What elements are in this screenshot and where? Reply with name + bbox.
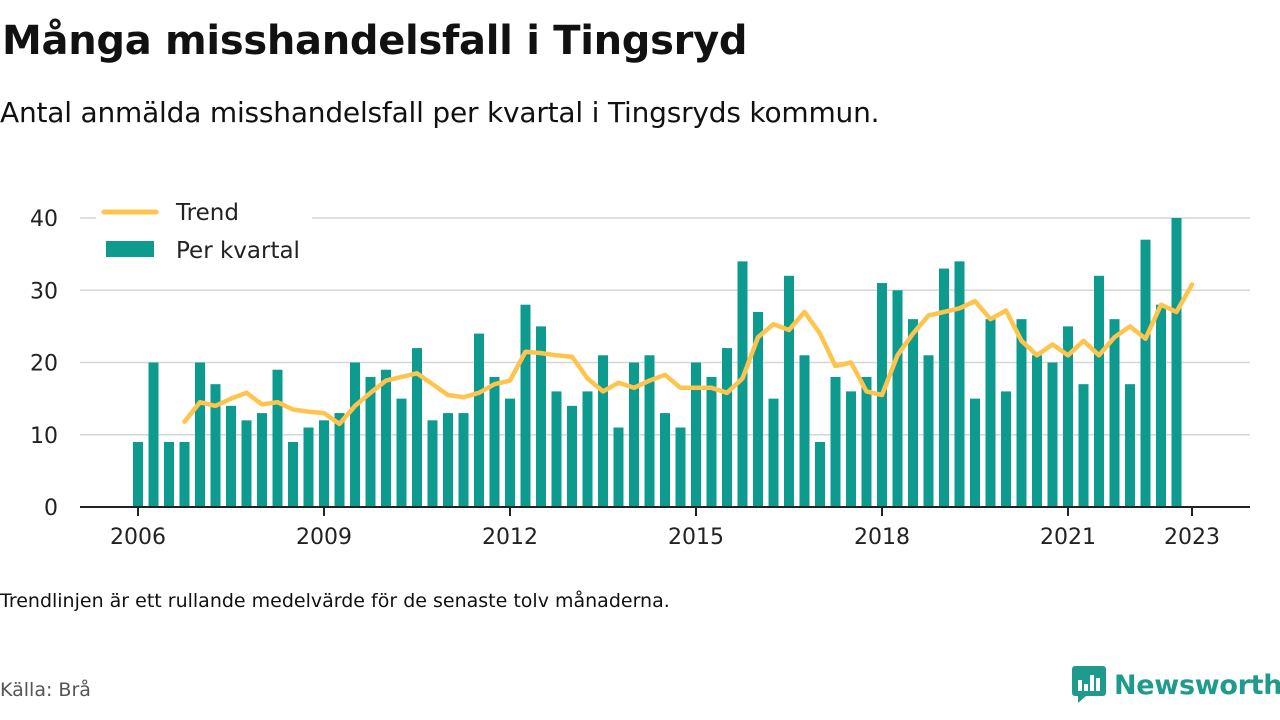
bar [722,348,732,507]
bar [133,441,143,507]
bar [412,348,422,507]
bar [241,420,252,507]
bar [613,427,624,507]
x-tick-label: 2012 [482,525,538,550]
chart-subtitle: Antal anmälda misshandelsfall per kvarta… [0,96,880,129]
bar [210,384,221,507]
bar [288,441,298,507]
bar [350,362,360,507]
axes: 0 10 20 30 40 2006 2009 2012 2015 2018 2021 2023 [30,207,1250,550]
x-tick-label: 2006 [110,525,166,550]
bar [660,413,670,507]
bar [1094,275,1104,507]
y-tick-label: 0 [44,496,58,521]
bar [272,369,283,507]
y-tick-label: 10 [30,424,58,449]
bar [799,355,810,507]
bar [1156,304,1166,507]
bar [1140,239,1151,508]
bar [861,376,872,507]
trend-line [182,282,1195,427]
legend-background [96,196,312,270]
chart-title: Många misshandelsfall i Tingsryd [2,18,748,64]
bar [985,319,996,507]
bar [505,398,515,507]
bar [954,261,965,507]
x-tick-label: 2018 [854,525,910,550]
bar [536,326,546,507]
y-tick-label: 20 [30,352,58,377]
bar [737,261,748,507]
bar [1063,326,1073,507]
bar [970,398,980,507]
legend: Trend Per kvartal [96,196,312,270]
bar [644,355,655,507]
bar [567,405,577,507]
bar [675,427,686,507]
bar [303,427,314,507]
bar [226,405,236,507]
bar [319,420,329,507]
bar [520,304,531,507]
bar [768,398,779,507]
bar [908,319,918,507]
bar [706,376,717,507]
bar [551,391,562,507]
bar [489,376,500,507]
bar [939,268,949,507]
bar [396,398,407,507]
chart-source: Källa: Brå [0,679,91,701]
bar [474,333,484,507]
trend-series [182,282,1195,427]
bar [1001,391,1011,507]
bar [1078,384,1089,507]
x-tick-label: 2021 [1040,525,1096,550]
legend-bar-label: Per kvartal [176,238,300,264]
bar [923,355,934,507]
y-tick-label: 30 [30,279,58,304]
bar [1171,218,1182,507]
bar [1109,319,1120,507]
bar [1125,384,1135,507]
bar [582,391,593,507]
bar [458,413,469,507]
bar [784,275,794,507]
legend-trend-label: Trend [175,200,239,226]
bar [381,369,391,507]
bar [334,413,345,507]
bar [815,441,825,507]
newsworthy-logo: Newsworthy [1072,664,1280,706]
bar [846,391,856,507]
bar [195,362,205,507]
bar [1047,362,1058,507]
bar [830,376,841,507]
x-tick-label: 2015 [668,525,724,550]
brand-name: Newsworthy [1114,669,1280,701]
bar [179,441,190,507]
bar [427,420,438,507]
bar [753,311,763,507]
chart-note: Trendlinjen är ett rullande medelvärde f… [0,590,670,612]
bar [443,413,453,507]
bar [892,290,903,507]
bar [148,362,159,507]
bar [365,376,376,507]
bar [598,355,608,507]
x-tick-label: 2009 [296,525,352,550]
bar [257,413,267,507]
x-tick-label: 2023 [1164,525,1220,550]
newsworthy-chart-icon [1072,666,1106,703]
bar [164,441,174,507]
bar [691,362,701,507]
bar [629,362,639,507]
bar [1016,319,1027,507]
legend-bar-swatch [106,241,154,257]
y-tick-label: 40 [30,207,58,232]
bar [1032,355,1042,507]
